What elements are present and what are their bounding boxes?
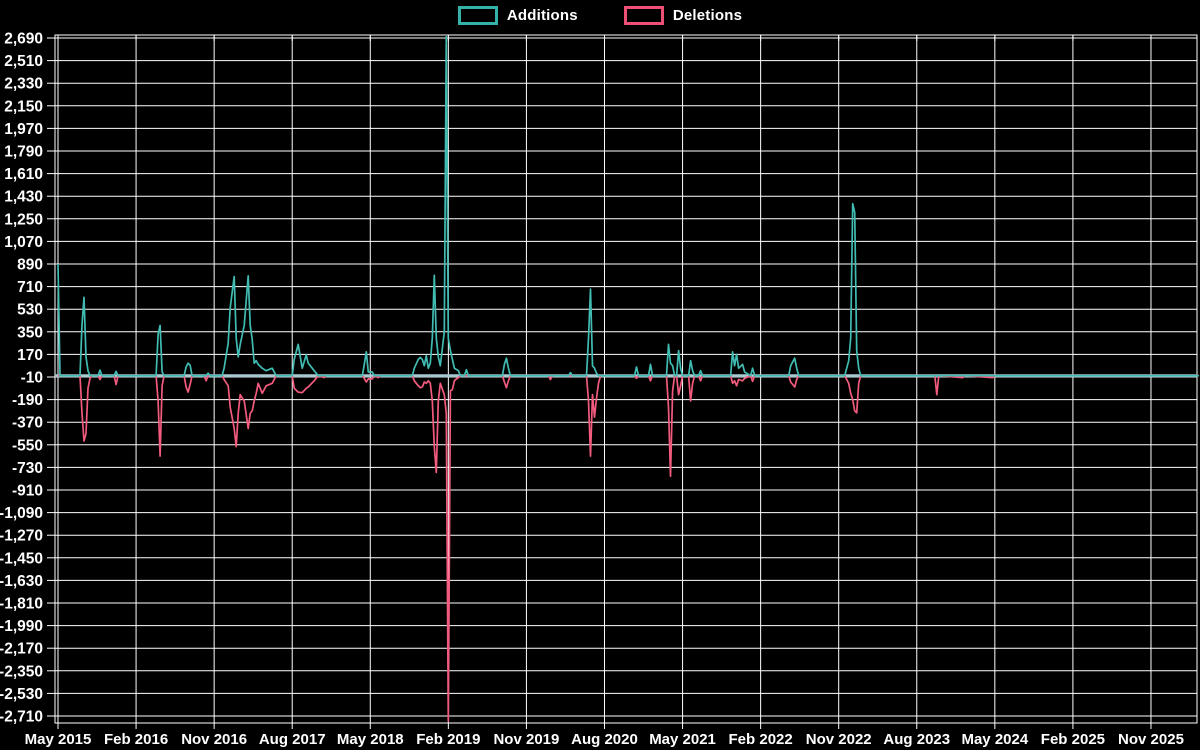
x-tick-label: Nov 2016 [181,731,247,748]
y-tick-label: 710 [17,279,43,296]
y-tick-label: 2,510 [4,53,43,70]
y-tick-label: -2,350 [0,663,43,680]
y-tick-label: 890 [17,257,43,274]
x-tick-label: Feb 2016 [104,731,168,748]
y-tick-label: -730 [12,460,43,477]
y-tick-label: 2,690 [4,31,43,48]
y-tick-label: -190 [12,392,43,409]
deletions-legend-label: Deletions [672,7,743,24]
y-tick-label: -2,170 [0,641,43,658]
y-tick-label: 170 [17,347,43,364]
y-tick-label: 350 [17,324,43,341]
y-tick-label: 1,970 [4,121,43,138]
y-tick-label: -1,630 [0,573,43,590]
y-tick-label: -370 [12,415,43,432]
legend-item-additions[interactable]: Additions [457,6,578,25]
y-tick-label: -1,990 [0,618,43,635]
x-tick-label: Nov 2019 [493,731,559,748]
y-tick-label: 2,150 [4,98,43,115]
x-tick-label: May 2015 [25,731,92,748]
additions-line [57,35,1199,377]
y-tick-label: 1,790 [4,144,43,161]
y-tick-label: -910 [12,483,43,500]
plot-border [54,34,1198,724]
additions-swatch-icon [457,6,498,25]
y-tick-label: 530 [17,302,43,319]
y-tick-label: -1,090 [0,505,43,522]
y-tick-label: -10 [21,370,43,387]
deletions-swatch-icon [623,6,664,25]
x-tick-label: Aug 2020 [571,731,638,748]
y-tick-label: 1,250 [4,211,43,228]
legend-item-deletions[interactable]: Deletions [623,6,743,25]
x-tick-label: Aug 2023 [883,731,950,748]
x-tick-label: Feb 2022 [729,731,793,748]
y-tick-label: -1,450 [0,550,43,567]
x-tick-label: Nov 2022 [806,731,872,748]
y-tick-label: -2,710 [0,709,43,726]
y-tick-label: -1,810 [0,596,43,613]
y-tick-label: 1,070 [4,234,43,251]
deletions-line [58,374,1199,722]
x-tick-label: May 2021 [649,731,716,748]
x-tick-label: Aug 2017 [259,731,326,748]
x-tick-label: May 2024 [961,731,1028,748]
y-tick-label: -550 [12,437,43,454]
x-tick-label: May 2018 [337,731,404,748]
y-tick-label: 2,330 [4,76,43,93]
additions-legend-label: Additions [506,7,578,24]
y-tick-label: 1,610 [4,166,43,183]
y-tick-label: -1,270 [0,528,43,545]
x-tick-label: Feb 2025 [1041,731,1105,748]
y-tick-label: -2,530 [0,686,43,703]
y-tick-label: 1,430 [4,189,43,206]
x-tick-label: Feb 2019 [416,731,480,748]
x-tick-label: Nov 2025 [1118,731,1184,748]
chart-legend: Additions Deletions [0,6,1200,25]
